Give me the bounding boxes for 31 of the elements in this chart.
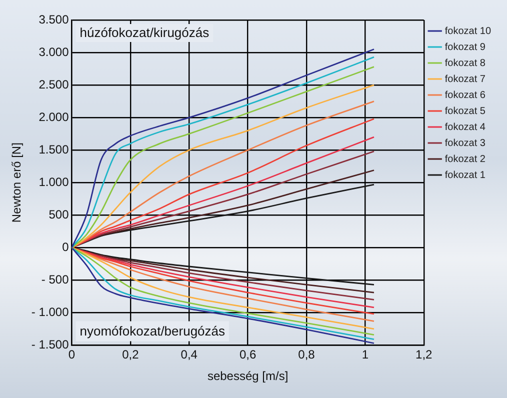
x-tick-label: 0,4 (180, 348, 198, 362)
x-tick-label: 1,2 (416, 348, 433, 362)
y-tick-label: - 500 (41, 272, 70, 286)
y-tick-label: 2.500 (38, 77, 70, 92)
annotation: nyomófokozat/berugózás (80, 323, 226, 338)
y-axis-title: Newton erő [N] (10, 142, 24, 223)
y-tick-label: 2.000 (38, 110, 70, 124)
y-tick-label: - 1.500 (31, 338, 70, 352)
y-tick-label: 500 (48, 207, 70, 222)
legend-label: fokozat 1 (444, 170, 486, 181)
x-tick-label: 0,2 (122, 348, 140, 362)
y-tick-label: 0 (62, 240, 70, 254)
annotation: húzófokozat/kirugózás (80, 25, 210, 40)
legend-label: fokozat 6 (444, 90, 486, 101)
y-tick-label: 1.000 (38, 174, 70, 189)
legend-label: fokozat 2 (444, 154, 486, 165)
y-tick-label: 1.500 (38, 142, 70, 156)
legend-label: fokozat 4 (444, 122, 486, 133)
y-tick-label: - 1.000 (31, 304, 70, 319)
legend-label: fokozat 10 (444, 26, 492, 37)
x-tick-label: 0,6 (239, 348, 256, 362)
legend-label: fokozat 8 (444, 58, 486, 69)
x-tick-label: 1 (362, 348, 369, 362)
legend-label: fokozat 9 (444, 42, 486, 53)
x-tick-label: 0,8 (298, 348, 316, 362)
legend-label: fokozat 3 (444, 138, 486, 149)
x-axis-title: sebesség [m/s] (207, 369, 288, 384)
legend-label: fokozat 7 (444, 74, 486, 85)
legend-label: fokozat 5 (444, 106, 486, 117)
y-tick-label: 3.000 (38, 44, 70, 59)
y-tick-label: 3.500 (38, 12, 70, 26)
